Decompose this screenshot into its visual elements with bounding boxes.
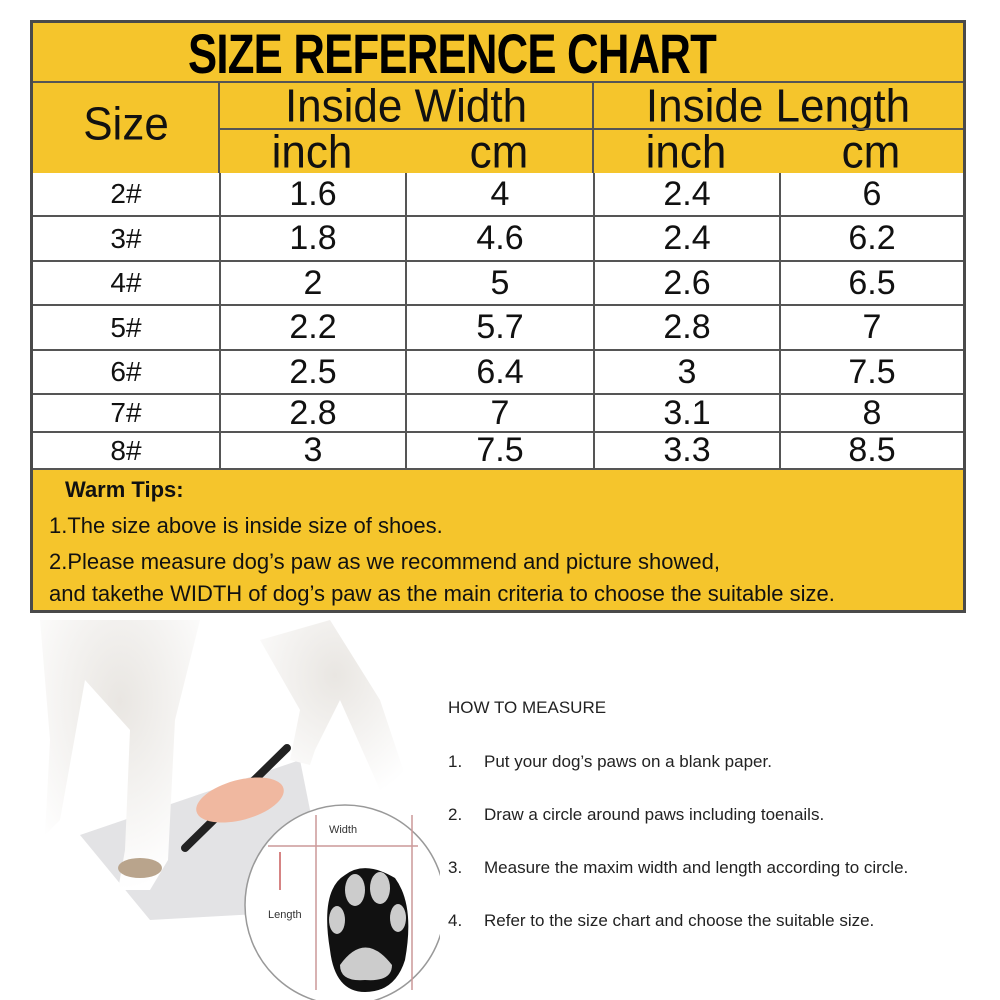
length-label: Length <box>268 909 302 921</box>
width-inch-cell: 1.8 <box>219 217 405 260</box>
length-inch-cell: 2.4 <box>593 173 779 215</box>
width-inch-cell: 2 <box>219 262 405 304</box>
length-inch-cell: 2.6 <box>593 262 779 304</box>
width-cm-cell: 5.7 <box>405 306 593 349</box>
width-inch-cell: 1.6 <box>219 173 405 215</box>
table-row: 2# 1.6 4 2.4 6 <box>33 173 963 217</box>
width-inch-cell: 2.8 <box>219 394 405 432</box>
paw-print-icon <box>327 868 409 992</box>
header-width-cm: cm <box>469 126 529 179</box>
step-text: Put your dog’s paws on a blank paper. <box>484 752 772 771</box>
width-cm-cell: 6.4 <box>405 351 593 393</box>
size-cell: 6# <box>110 356 142 387</box>
how-to-measure-heading: HOW TO MEASURE <box>448 698 607 717</box>
chart-title: SIZE REFERENCE CHART <box>188 22 717 85</box>
header-length-cm: cm <box>841 126 901 179</box>
length-inch-cell: 3.3 <box>593 431 779 469</box>
width-cm-cell: 5 <box>405 262 593 304</box>
width-inch-cell: 3 <box>219 431 405 469</box>
tips-heading: Warm Tips: <box>65 477 184 502</box>
length-inch-cell: 3 <box>593 351 779 393</box>
dog-paw <box>118 858 162 878</box>
width-cm-cell: 7 <box>405 394 593 432</box>
hand <box>196 777 284 823</box>
length-cm-cell: 8 <box>779 394 963 432</box>
size-reference-chart: SIZE REFERENCE CHART Size Inside Width I… <box>30 20 966 613</box>
size-cell: 4# <box>110 267 142 298</box>
step-number: 2. <box>448 805 463 824</box>
step-number: 3. <box>448 858 463 877</box>
width-cm-cell: 4 <box>405 173 593 215</box>
step-number: 4. <box>448 911 463 930</box>
tip-line-2: 2.Please measure dog’s paw as we recomme… <box>49 549 720 574</box>
length-cm-cell: 7.5 <box>779 351 963 393</box>
table-row: 3# 1.8 4.6 2.4 6.2 <box>33 217 963 262</box>
step-number: 1. <box>448 752 463 771</box>
warm-tips: Warm Tips: 1.The size above is inside si… <box>33 469 963 610</box>
length-cm-cell: 7 <box>779 306 963 349</box>
header-size: Size <box>83 98 169 150</box>
width-inch-cell: 2.2 <box>219 306 405 349</box>
header-length-inch: inch <box>645 126 727 179</box>
table-row: 4# 2 5 2.6 6.5 <box>33 262 963 306</box>
header-inside-length: Inside Length <box>645 80 911 133</box>
size-cell: 7# <box>110 397 142 428</box>
measuring-illustration: Width Length <box>40 620 440 1000</box>
width-inch-cell: 2.5 <box>219 351 405 393</box>
tip-line-1: 1.The size above is inside size of shoes… <box>49 513 443 538</box>
width-cm-cell: 4.6 <box>405 217 593 260</box>
length-cm-cell: 6.5 <box>779 262 963 304</box>
width-cm-cell: 7.5 <box>405 431 593 469</box>
table-row: 5# 2.2 5.7 2.8 7 <box>33 306 963 351</box>
header-inside-width: Inside Width <box>284 80 528 133</box>
length-inch-cell: 2.4 <box>593 217 779 260</box>
length-inch-cell: 3.1 <box>593 394 779 432</box>
dog-front-legs <box>40 620 200 890</box>
dog-back-legs <box>260 620 410 805</box>
size-cell: 5# <box>110 311 142 343</box>
table-row: 7# 2.8 7 3.1 8 <box>33 394 963 433</box>
length-cm-cell: 6 <box>779 173 963 215</box>
length-cm-cell: 6.2 <box>779 217 963 260</box>
size-cell: 2# <box>110 178 142 209</box>
size-cell: 8# <box>110 434 142 466</box>
step-text: Measure the maxim width and length accor… <box>484 858 909 877</box>
width-label: Width <box>329 824 357 836</box>
tip-line-3: and takethe WIDTH of dog’s paw as the ma… <box>49 581 835 606</box>
length-cm-cell: 8.5 <box>779 431 963 469</box>
header-width-inch: inch <box>271 126 353 179</box>
length-inch-cell: 2.8 <box>593 306 779 349</box>
divider <box>219 128 963 130</box>
chart-title-bar: SIZE REFERENCE CHART <box>33 22 963 85</box>
table-row: 6# 2.5 6.4 3 7.5 <box>33 351 963 395</box>
step-text: Draw a circle around paws including toen… <box>484 805 825 824</box>
table-row: 8# 3 7.5 3.3 8.5 <box>33 431 963 470</box>
size-cell: 3# <box>110 222 142 254</box>
step-text: Refer to the size chart and choose the s… <box>484 911 875 930</box>
